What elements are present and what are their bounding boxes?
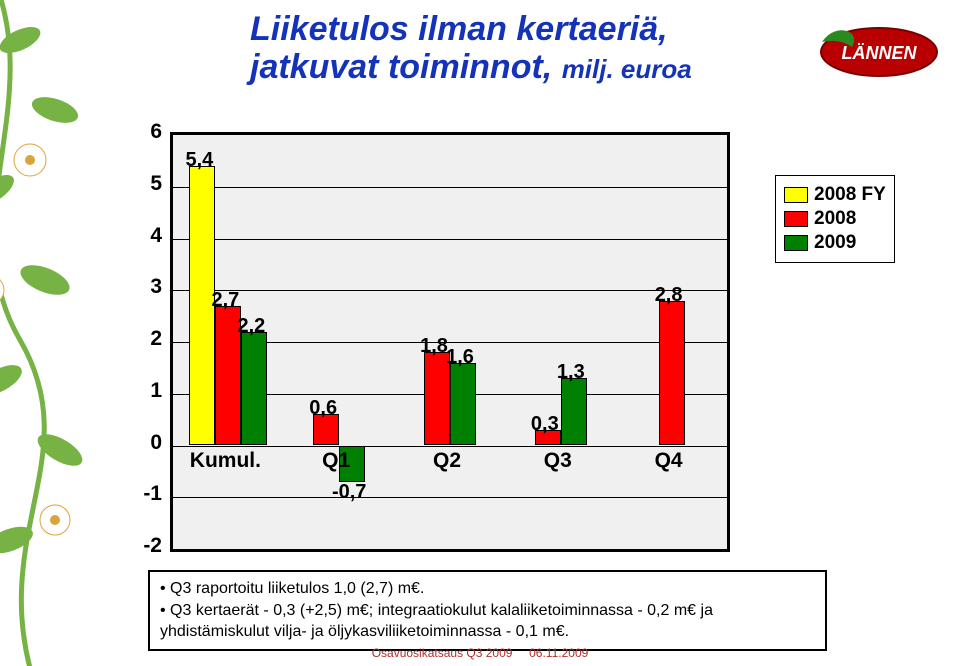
value-label: 2,7 xyxy=(211,289,239,312)
y-tick-label: 6 xyxy=(120,120,162,144)
plot-area xyxy=(170,132,730,552)
y-tick-label: 1 xyxy=(120,379,162,403)
y-tick-label: 2 xyxy=(120,327,162,351)
gridline xyxy=(173,446,727,447)
value-label: 1,8 xyxy=(420,335,448,358)
footer-right: 06.11.2009 xyxy=(529,646,588,660)
notes-box: • Q3 raportoitu liiketulos 1,0 (2,7) m€.… xyxy=(148,570,827,651)
footer: Osavuosikatsaus Q3 2009 06.11.2009 xyxy=(0,646,960,660)
gridline xyxy=(173,187,727,188)
title-line2: jatkuvat toiminnot, milj. euroa xyxy=(250,48,692,86)
legend-label: 2008 xyxy=(814,208,856,230)
y-tick-label: 4 xyxy=(120,224,162,248)
logo-text: LÄNNEN xyxy=(842,43,918,63)
x-tick-label: Q3 xyxy=(544,449,572,473)
y-tick-label: -2 xyxy=(120,534,162,558)
title-part-a: jatkuvat toiminnot, xyxy=(250,48,562,86)
y-tick-label: 0 xyxy=(120,431,162,455)
gridline xyxy=(173,290,727,291)
legend-swatch xyxy=(784,211,808,227)
chart-title: Liiketulos ilman kertaeriä, jatkuvat toi… xyxy=(250,10,692,86)
legend-item: 2008 FY xyxy=(784,184,886,206)
footer-left: Osavuosikatsaus Q3 2009 xyxy=(372,646,513,660)
legend-swatch xyxy=(784,187,808,203)
x-tick-label: Kumul. xyxy=(190,449,261,473)
bar-chart: -2-10123456 Kumul.Q1Q2Q3Q4 5,42,72,20,6-… xyxy=(120,132,760,552)
value-label: 0,6 xyxy=(309,397,337,420)
value-label: 2,8 xyxy=(655,284,683,307)
value-label: 1,6 xyxy=(446,346,474,369)
note-line: • Q3 kertaerät - 0,3 (+2,5) m€; integraa… xyxy=(160,600,815,643)
bar-2009-Q3 xyxy=(561,378,587,445)
value-label: 1,3 xyxy=(557,361,585,384)
legend-item: 2009 xyxy=(784,232,886,254)
y-tick-label: -1 xyxy=(120,482,162,506)
bar-2009-Kumul. xyxy=(241,332,267,446)
gridline xyxy=(173,497,727,498)
bar-2008-Q4 xyxy=(659,301,685,446)
legend-label: 2008 FY xyxy=(814,184,886,206)
note-line: • Q3 raportoitu liiketulos 1,0 (2,7) m€. xyxy=(160,578,815,600)
value-label: -0,7 xyxy=(332,481,366,504)
bar-2009-Q2 xyxy=(450,363,476,446)
lannen-logo: LÄNNEN xyxy=(807,12,942,87)
value-label: 5,4 xyxy=(185,149,213,172)
title-line1: Liiketulos ilman kertaeriä, xyxy=(250,10,692,48)
y-tick-label: 3 xyxy=(120,275,162,299)
legend-swatch xyxy=(784,235,808,251)
legend-label: 2009 xyxy=(814,232,856,254)
x-tick-label: Q4 xyxy=(655,449,683,473)
legend: 2008 FY20082009 xyxy=(775,175,895,263)
title-part-b: milj. euroa xyxy=(562,54,692,84)
gridline xyxy=(173,239,727,240)
value-label: 0,3 xyxy=(531,413,559,436)
x-tick-label: Q1 xyxy=(322,449,350,473)
x-tick-label: Q2 xyxy=(433,449,461,473)
legend-item: 2008 xyxy=(784,208,886,230)
value-label: 2,2 xyxy=(237,315,265,338)
y-tick-label: 5 xyxy=(120,172,162,196)
